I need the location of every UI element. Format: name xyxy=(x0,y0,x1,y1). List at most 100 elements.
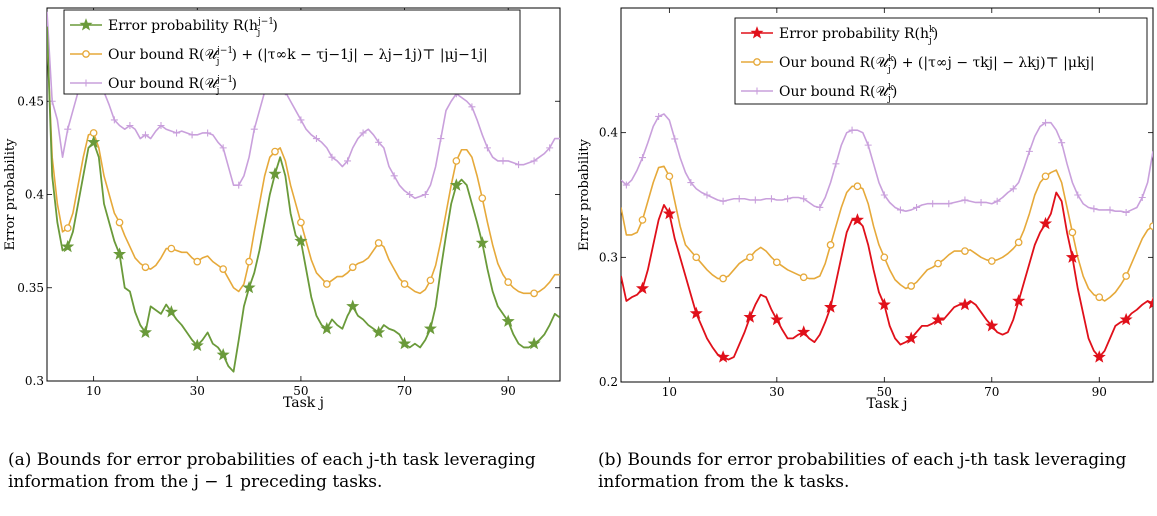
data-point xyxy=(426,276,435,285)
data-point xyxy=(961,196,969,204)
data-point xyxy=(1122,272,1130,280)
x-tick-label: 30 xyxy=(769,385,784,399)
data-point xyxy=(245,257,253,266)
series-line xyxy=(47,35,560,295)
data-point xyxy=(977,198,985,206)
data-point xyxy=(716,350,730,363)
data-point xyxy=(934,259,942,268)
data-point xyxy=(958,297,972,311)
data-point xyxy=(468,103,476,111)
data-point xyxy=(141,263,150,272)
data-point xyxy=(483,144,491,152)
data-point xyxy=(499,157,507,165)
data-point xyxy=(188,131,196,139)
y-tick-label: 0.2 xyxy=(599,375,618,389)
data-point xyxy=(449,178,463,191)
plot-frame xyxy=(620,7,1154,383)
data-point xyxy=(250,125,258,133)
data-point xyxy=(799,273,808,282)
data-point xyxy=(743,310,757,323)
data-point xyxy=(328,153,336,161)
data-point xyxy=(832,160,840,168)
data-point xyxy=(770,312,784,326)
data-point xyxy=(1149,222,1153,231)
caption-b: (b) Bounds for error probabilities of ea… xyxy=(598,450,1127,492)
data-point xyxy=(689,306,703,319)
data-point xyxy=(800,195,808,203)
x-tick-label: 70 xyxy=(397,384,412,398)
data-point xyxy=(167,244,176,253)
data-point xyxy=(853,182,862,191)
data-point xyxy=(671,135,679,143)
data-point xyxy=(816,203,824,211)
data-point xyxy=(504,278,513,287)
legend-swatch-marker xyxy=(753,87,761,95)
data-point xyxy=(344,157,352,165)
y-tick-label: 0.35 xyxy=(17,281,44,295)
data-point xyxy=(877,297,891,311)
data-point xyxy=(346,299,360,312)
legend-swatch-marker xyxy=(82,50,90,58)
data-point xyxy=(421,191,429,198)
data-point xyxy=(1138,193,1146,201)
data-point xyxy=(219,144,227,152)
data-point xyxy=(1065,250,1079,263)
data-point xyxy=(719,274,727,283)
data-point xyxy=(530,157,538,165)
data-point xyxy=(372,325,386,339)
plot-area xyxy=(47,11,560,373)
data-point xyxy=(1009,185,1017,193)
data-point xyxy=(638,216,647,224)
x-axis-label: Task j xyxy=(283,395,324,411)
data-point xyxy=(931,312,945,326)
data-point xyxy=(141,131,149,139)
data-point xyxy=(297,218,305,227)
x-tick-label: 10 xyxy=(662,385,677,399)
data-point xyxy=(527,336,541,350)
data-point xyxy=(268,167,282,180)
series-line xyxy=(621,165,1153,302)
chart-panel-b: 10 30 50 70 90 0.2 0.3 0.4 Task j Error probabili… xyxy=(577,7,1154,412)
data-point xyxy=(896,206,904,214)
y-axis-label: Error probability xyxy=(3,138,18,251)
data-point xyxy=(157,121,165,129)
data-point xyxy=(655,112,663,120)
legend-swatch-marker xyxy=(750,26,764,39)
legend-entry-label: Our bound R(𝒰k j) + (|τ∞j − τkj| − λkj)⊤ … xyxy=(779,54,1095,75)
data-point xyxy=(907,282,916,290)
data-point xyxy=(1014,238,1023,247)
x-axis-label: Task j xyxy=(866,396,907,412)
legend-entry-label: Our bound R(𝒰k j) xyxy=(779,83,897,104)
data-point xyxy=(478,194,487,203)
data-point xyxy=(993,197,1001,205)
x-tick-label: 10 xyxy=(86,384,101,398)
data-point xyxy=(530,289,538,298)
data-point xyxy=(322,280,331,288)
data-point xyxy=(735,195,743,203)
data-point xyxy=(64,125,72,133)
caption-a: (a) Bounds for error probabilities of ea… xyxy=(8,450,536,492)
y-axis-label: Error probability xyxy=(577,138,592,251)
data-point xyxy=(1025,147,1033,155)
data-point xyxy=(437,135,445,143)
data-point xyxy=(374,239,383,247)
legend-entry-label: Error probability R(hj−1 j) xyxy=(108,17,278,38)
series-line xyxy=(621,191,1153,361)
y-tick-label: 0.45 xyxy=(17,94,44,108)
plot-area xyxy=(621,112,1153,363)
data-point xyxy=(662,206,676,220)
x-tick-label: 90 xyxy=(501,384,516,398)
legend-entry-label: Error probability R(hk j) xyxy=(779,25,938,46)
data-point xyxy=(110,116,118,124)
data-point xyxy=(312,135,320,143)
data-point xyxy=(515,161,523,169)
data-point xyxy=(751,196,759,204)
data-point xyxy=(1106,206,1114,214)
data-point xyxy=(746,253,754,262)
data-point xyxy=(398,336,412,350)
data-point xyxy=(622,181,630,189)
data-point xyxy=(1122,208,1130,216)
data-point xyxy=(638,154,646,162)
data-point xyxy=(1095,293,1104,302)
data-point xyxy=(784,195,792,203)
